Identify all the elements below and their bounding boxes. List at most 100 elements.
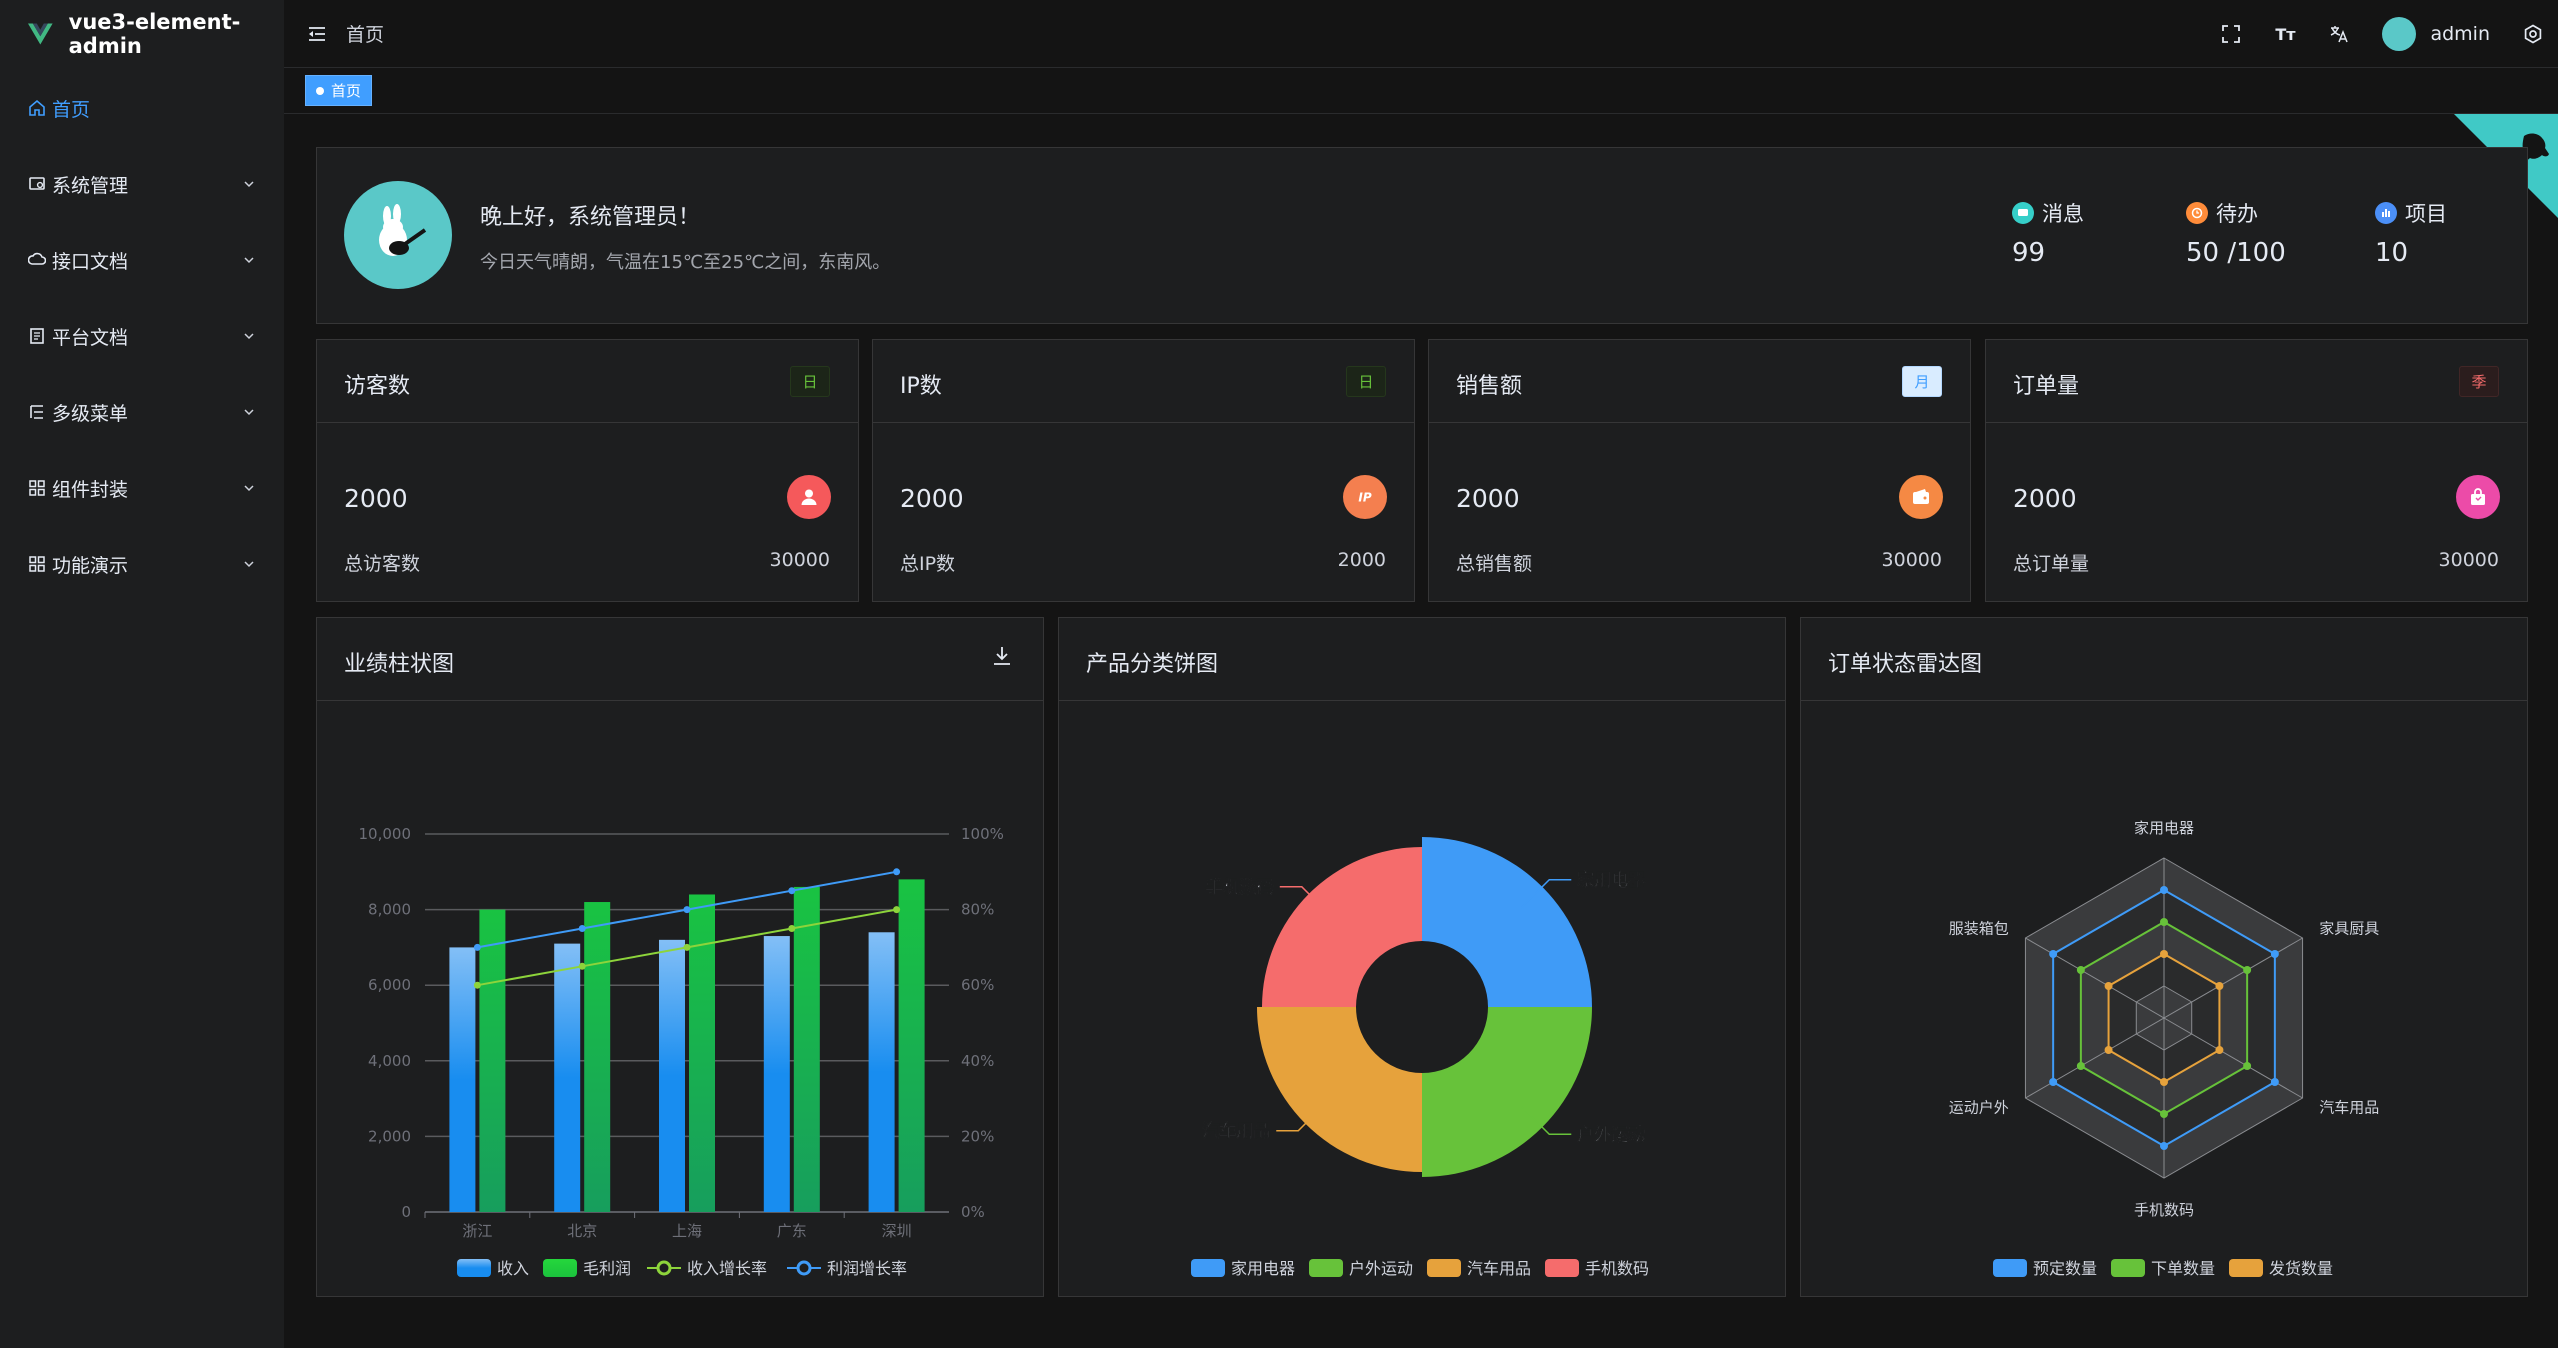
legend-swatch — [1993, 1259, 2027, 1277]
vue-logo-icon — [28, 23, 53, 45]
stat-messages[interactable]: 消息 99 — [2012, 198, 2084, 268]
radar-point — [2160, 1110, 2168, 1118]
sidebar-item-system[interactable]: 系统管理 — [0, 146, 284, 222]
line-point — [683, 943, 691, 951]
metric-card-ip: IP数 日 2000 IP 总IP数 2000 — [872, 339, 1415, 602]
user-icon — [787, 475, 831, 519]
bar-income — [763, 936, 790, 1212]
sidebar-item-home[interactable]: 首页 — [0, 70, 284, 146]
stat-todo[interactable]: 待办 50 /100 — [2186, 198, 2286, 268]
component-icon — [28, 479, 46, 497]
legend-label: 收入增长率 — [687, 1259, 767, 1278]
legend-swatch — [1545, 1259, 1579, 1277]
stat-value: 10 — [2375, 238, 2409, 268]
legend-swatch — [2229, 1259, 2263, 1277]
api-icon — [28, 251, 46, 269]
x-tick-label: 广东 — [777, 1222, 807, 1240]
y2-tick-label: 60% — [961, 976, 994, 994]
metric-total-label: 总访客数 — [344, 553, 421, 575]
line-point — [473, 981, 481, 989]
legend-label: 家用电器 — [1231, 1259, 1295, 1278]
radar-axis — [2163, 1017, 2303, 1099]
tags-view: 首页 — [284, 69, 2558, 114]
document-icon — [28, 327, 46, 345]
legend-marker — [796, 1260, 812, 1276]
sidebar-item-api-docs[interactable]: 接口文档 — [0, 222, 284, 298]
metric-value: 2000 — [2013, 484, 2077, 513]
radar-point — [2160, 886, 2168, 894]
stat-projects[interactable]: 项目 10 — [2375, 198, 2447, 268]
metric-total-label: 总IP数 — [900, 553, 956, 575]
radar-point — [2160, 918, 2168, 926]
y2-tick-label: 20% — [961, 1127, 994, 1145]
pie-chart-panel: 产品分类饼图 家用电器 户外运动 汽车用品 手机数码 家用电器 户外运动 汽车用品 手机数码 — [1058, 617, 1786, 1297]
bar-gross-profit — [479, 909, 506, 1212]
radar-point — [2243, 1062, 2252, 1070]
metric-total-label: 总订单量 — [2013, 553, 2090, 575]
sidebar-item-multi-menu[interactable]: 多级菜单 — [0, 374, 284, 450]
radar-axis — [2163, 937, 2303, 1019]
wallet-icon — [1899, 475, 1943, 519]
legend-swatch — [1191, 1259, 1225, 1277]
shopping-bag-icon — [2456, 475, 2500, 519]
y2-tick-label: 0% — [961, 1203, 985, 1221]
avatar — [2382, 17, 2417, 51]
metric-card-sales: 销售额 月 2000 总销售额 30000 — [1428, 339, 1971, 602]
pie-label-line — [1520, 878, 1572, 909]
x-tick-label: 深圳 — [882, 1222, 912, 1240]
chevron-down-icon — [244, 333, 254, 340]
radar-point — [2076, 1062, 2085, 1070]
home-icon — [28, 99, 46, 117]
radar-indicator-label: 手机数码 — [2134, 1201, 2194, 1219]
user-dropdown[interactable]: admin — [2382, 17, 2490, 51]
metric-value: 2000 — [1456, 484, 1520, 513]
stat-label: 项目 — [2405, 202, 2447, 226]
bar-income — [449, 947, 476, 1212]
metric-card-visitors: 访客数 日 2000 总访客数 30000 — [316, 339, 859, 602]
line-point — [893, 868, 901, 876]
radar-point — [2160, 1142, 2168, 1150]
sidebar-item-label: 首页 — [52, 98, 91, 121]
sidebar-item-platform-docs[interactable]: 平台文档 — [0, 298, 284, 374]
legend-swatch — [543, 1259, 577, 1277]
line-point — [683, 906, 691, 914]
legend-label: 毛利润 — [583, 1259, 631, 1278]
period-badge: 日 — [790, 366, 830, 397]
panel-title: 业绩柱状图 — [344, 652, 455, 677]
line-point — [893, 906, 901, 914]
legend-label: 手机数码 — [1585, 1259, 1649, 1278]
rabbit-guitar-icon — [379, 204, 427, 256]
period-badge: 日 — [1346, 366, 1386, 397]
clock-icon — [2186, 202, 2208, 224]
stat-value: 50 /100 — [2186, 238, 2286, 268]
sidebar-item-label: 多级菜单 — [52, 402, 129, 425]
radar-chart-panel: 订单状态雷达图 家用电器 家具厨具 汽车用品 手机数码 运动户外 服装箱包 预定数量 下单数量… — [1800, 617, 2528, 1297]
settings-icon[interactable] — [2522, 23, 2544, 45]
demo-icon — [28, 555, 46, 573]
ip-icon: IP — [1343, 475, 1387, 519]
breadcrumb[interactable]: 首页 — [346, 24, 385, 46]
radar-point — [2215, 982, 2224, 990]
hamburger-icon[interactable] — [306, 23, 328, 45]
logo[interactable]: vue3-element-admin — [0, 0, 284, 68]
pie-slice — [1422, 837, 1592, 1007]
legend-label: 下单数量 — [2151, 1259, 2215, 1278]
sidebar-item-components[interactable]: 组件封装 — [0, 450, 284, 526]
download-icon[interactable] — [989, 643, 1015, 669]
line-point — [788, 887, 796, 895]
line-point — [578, 925, 586, 932]
metric-title: 订单量 — [2013, 374, 2080, 399]
pie-label-line — [1276, 1101, 1328, 1132]
sidebar-item-label: 系统管理 — [52, 174, 129, 197]
language-icon[interactable] — [2328, 23, 2350, 45]
pie-label: 汽车用品 — [1202, 1121, 1270, 1142]
metric-total: 30000 — [1881, 549, 1942, 571]
fullscreen-icon[interactable] — [2220, 23, 2242, 45]
legend-swatch — [457, 1259, 491, 1277]
font-size-icon[interactable]: Tт — [2275, 24, 2296, 44]
tag-home[interactable]: 首页 — [305, 75, 373, 106]
sidebar-item-demos[interactable]: 功能演示 — [0, 526, 284, 602]
line-point — [788, 925, 796, 932]
